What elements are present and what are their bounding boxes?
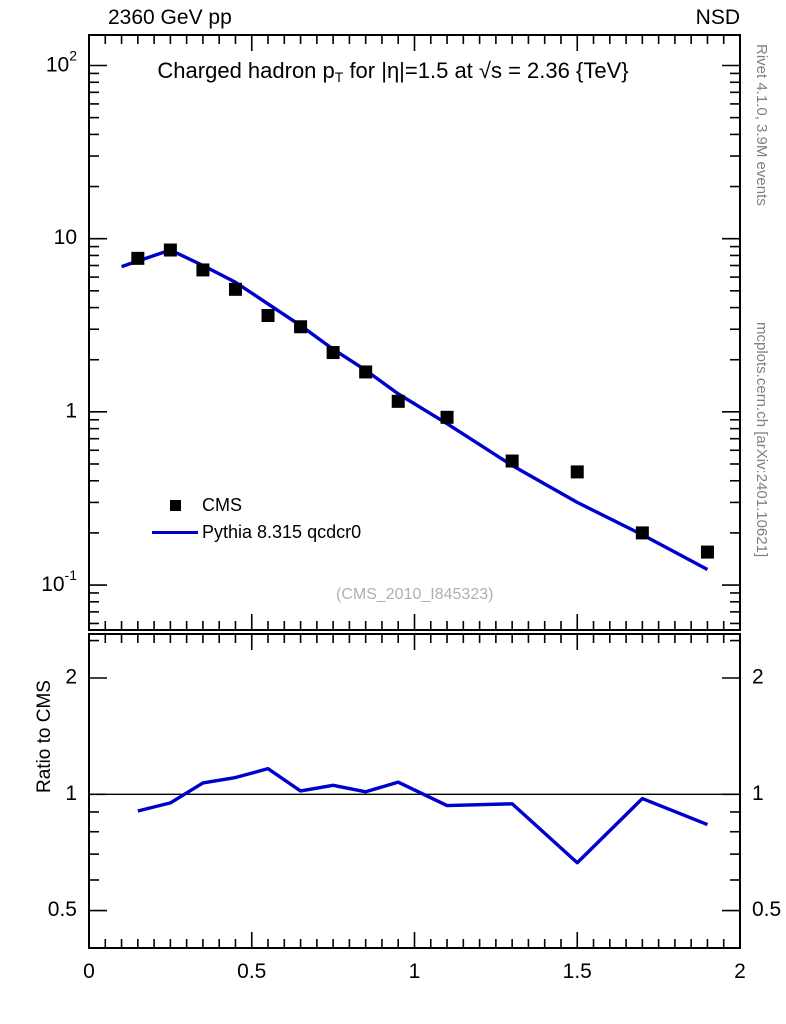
x-axis-tick-label: 0 bbox=[83, 960, 95, 983]
x-axis-tick-label: 1 bbox=[409, 960, 421, 983]
ratio-axis-title: Ratio to CMS bbox=[34, 680, 55, 793]
ratio-y-tick-label-right: 1 bbox=[752, 782, 764, 805]
data-point-marker bbox=[261, 309, 275, 323]
title-subscript: T bbox=[334, 69, 344, 85]
ratio-y-tick-label-right: 0.5 bbox=[752, 898, 781, 921]
plot-geometry: 102 10 1 10-1 2 2 1 1 0.5 0.5 0 0.5 1 1.5 2 bbox=[41, 34, 781, 983]
data-point-marker bbox=[440, 410, 454, 424]
legend: CMS Pythia 8.315 qcdcr0 bbox=[148, 492, 361, 546]
legend-line-swatch-icon bbox=[148, 531, 202, 534]
legend-item-cms: CMS bbox=[148, 492, 361, 519]
legend-label-pythia: Pythia 8.315 qcdcr0 bbox=[202, 522, 362, 542]
ratio-y-tick-label: 1 bbox=[65, 782, 77, 805]
legend-marker-square-icon bbox=[148, 500, 202, 511]
data-point-marker bbox=[570, 465, 584, 479]
x-axis-tick-label: 2 bbox=[734, 960, 746, 983]
header-process-label: NSD bbox=[695, 6, 740, 29]
data-point-marker bbox=[228, 282, 242, 296]
x-axis-tick-label: 1.5 bbox=[563, 960, 592, 983]
x-axis-tick-label: 0.5 bbox=[237, 960, 266, 983]
data-point-marker bbox=[391, 394, 405, 408]
data-point-marker bbox=[505, 454, 519, 468]
legend-label-cms: CMS bbox=[202, 495, 242, 515]
data-point-marker bbox=[163, 243, 177, 257]
ratio-y-tick-label: 2 bbox=[65, 666, 77, 689]
header-beam-label: 2360 GeV pp bbox=[108, 6, 232, 29]
data-point-marker bbox=[359, 365, 373, 379]
main-plot-title: Charged hadron pT for |η|=1.5 at √s = 2.… bbox=[157, 58, 628, 85]
y-axis-tick-label: 102 bbox=[46, 47, 77, 76]
y-axis-tick-label: 10-1 bbox=[41, 567, 77, 596]
ratio-y-tick-label: 0.5 bbox=[48, 898, 77, 921]
data-point-marker bbox=[131, 251, 145, 265]
legend-item-pythia: Pythia 8.315 qcdcr0 bbox=[148, 519, 361, 546]
ratio-y-tick-label-right: 2 bbox=[752, 666, 764, 689]
analysis-id-watermark: (CMS_2010_I845323) bbox=[336, 586, 494, 603]
data-point-marker bbox=[700, 545, 714, 559]
title-post: for |η|=1.5 at √s = 2.36 {TeV} bbox=[343, 58, 629, 83]
data-point-marker bbox=[326, 346, 340, 360]
data-point-marker bbox=[294, 320, 308, 334]
y-axis-tick-label: 10 bbox=[54, 226, 77, 249]
data-point-marker bbox=[635, 526, 649, 540]
title-pre: Charged hadron p bbox=[157, 58, 335, 83]
data-point-marker bbox=[196, 263, 210, 277]
ratio-model-curve bbox=[137, 766, 709, 865]
y-axis-tick-label: 1 bbox=[65, 399, 77, 422]
